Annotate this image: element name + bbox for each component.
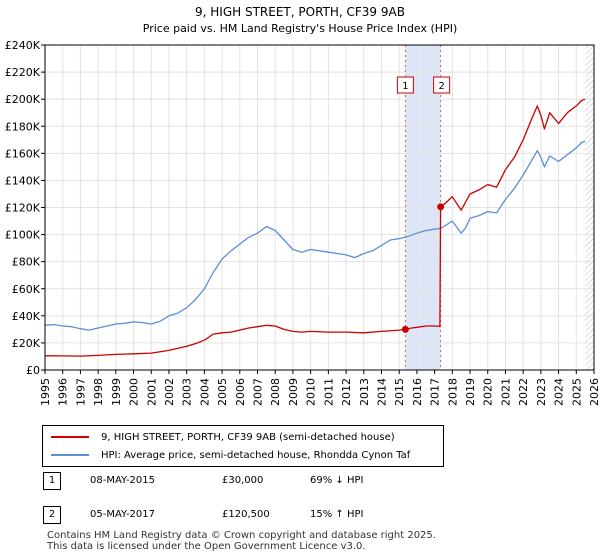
legend: 9, HIGH STREET, PORTH, CF39 9AB (semi-de… xyxy=(42,425,444,467)
legend-entry-hpi: HPI: Average price, semi-detached house,… xyxy=(51,447,410,463)
x-tick-label: 1999 xyxy=(110,378,123,406)
y-tick-label: £160K xyxy=(5,147,41,160)
sale-number-badge: 2 xyxy=(43,506,61,524)
x-tick-label: 1997 xyxy=(74,378,87,406)
x-tick-label: 2022 xyxy=(517,378,530,406)
y-tick-label: £0 xyxy=(26,364,40,377)
footer-licence: This data is licensed under the Open Gov… xyxy=(47,541,366,552)
sale-point xyxy=(401,325,409,333)
sale-price: £120,500 xyxy=(222,509,270,520)
y-tick-label: £220K xyxy=(5,66,41,79)
x-tick-label: 2009 xyxy=(287,378,300,406)
y-tick-label: £20K xyxy=(12,337,41,350)
chart-title: 9, HIGH STREET, PORTH, CF39 9AB xyxy=(195,5,405,19)
x-tick-label: 2020 xyxy=(482,378,495,406)
x-tick-label: 2018 xyxy=(446,378,459,406)
legend-label-hpi: HPI: Average price, semi-detached house,… xyxy=(101,449,411,461)
legend-entry-property: 9, HIGH STREET, PORTH, CF39 9AB (semi-de… xyxy=(51,429,395,445)
y-tick-label: £240K xyxy=(5,39,41,52)
sale-label-box xyxy=(396,76,414,94)
y-tick-label: £200K xyxy=(5,93,41,106)
sale-label-text: 1 xyxy=(402,81,408,92)
x-tick-label: 2025 xyxy=(570,378,583,406)
footer: Contains HM Land Registry data © Crown c… xyxy=(47,530,436,552)
x-tick-label: 2012 xyxy=(340,378,353,406)
x-tick-label: 2002 xyxy=(163,378,176,406)
x-tick-label: 2008 xyxy=(269,378,282,406)
sale-label-text: 2 xyxy=(438,81,444,92)
sale-point xyxy=(437,203,445,211)
y-tick-label: £120K xyxy=(5,202,41,215)
x-tick-label: 2023 xyxy=(535,378,548,406)
x-tick-label: 2007 xyxy=(252,378,265,406)
x-tick-label: 2006 xyxy=(234,378,247,406)
x-tick-label: 2014 xyxy=(375,378,388,406)
x-tick-label: 2016 xyxy=(411,378,424,406)
x-tick-label: 2015 xyxy=(393,378,406,406)
sale-row: 2 05-MAY-2017 £120,500 15% ↑ HPI xyxy=(0,506,600,528)
footer-copyright: Contains HM Land Registry data © Crown c… xyxy=(47,530,436,541)
y-tick-label: £60K xyxy=(12,283,41,296)
x-tick-label: 2024 xyxy=(553,378,566,406)
sale-date: 08-MAY-2015 xyxy=(90,475,156,486)
y-tick-label: £180K xyxy=(5,120,41,133)
chart-subtitle: Price paid vs. HM Land Registry's House … xyxy=(143,22,458,35)
y-tick-label: £100K xyxy=(5,229,41,242)
x-tick-label: 2003 xyxy=(181,378,194,406)
sale-number-badge: 1 xyxy=(43,472,61,490)
x-tick-label: 2005 xyxy=(216,378,229,406)
sale-row: 1 08-MAY-2015 £30,000 69% ↓ HPI xyxy=(0,472,600,494)
x-tick-label: 2011 xyxy=(322,378,335,406)
price-chart: 9, HIGH STREET, PORTH, CF39 9AB Price pa… xyxy=(5,5,600,406)
x-tick-label: 1995 xyxy=(39,378,52,406)
y-tick-label: £40K xyxy=(12,310,41,323)
legend-swatch-hpi xyxy=(51,454,89,456)
y-tick-label: £80K xyxy=(12,256,41,269)
x-tick-label: 2019 xyxy=(464,378,477,406)
x-tick-label: 2013 xyxy=(358,378,371,406)
x-tick-label: 2000 xyxy=(128,378,141,406)
sale-hpi-comparison: 69% ↓ HPI xyxy=(310,475,364,486)
x-tick-label: 2001 xyxy=(145,378,158,406)
x-tick-label: 1996 xyxy=(57,378,70,406)
x-tick-label: 2004 xyxy=(198,378,211,406)
x-tick-label: 2017 xyxy=(429,378,442,406)
sale-date: 05-MAY-2017 xyxy=(90,509,156,520)
y-tick-label: £140K xyxy=(5,174,41,187)
sale-price: £30,000 xyxy=(222,475,264,486)
hpi-series-line xyxy=(44,140,586,331)
x-tick-label: 2010 xyxy=(305,378,318,406)
x-tick-label: 2026 xyxy=(588,378,600,406)
x-tick-label: 1998 xyxy=(92,378,105,406)
legend-label-property: 9, HIGH STREET, PORTH, CF39 9AB (semi-de… xyxy=(101,431,395,443)
sale-hpi-comparison: 15% ↑ HPI xyxy=(310,509,364,520)
legend-swatch-property xyxy=(51,436,89,438)
sale-label-box xyxy=(433,76,451,94)
x-tick-label: 2021 xyxy=(499,378,512,406)
